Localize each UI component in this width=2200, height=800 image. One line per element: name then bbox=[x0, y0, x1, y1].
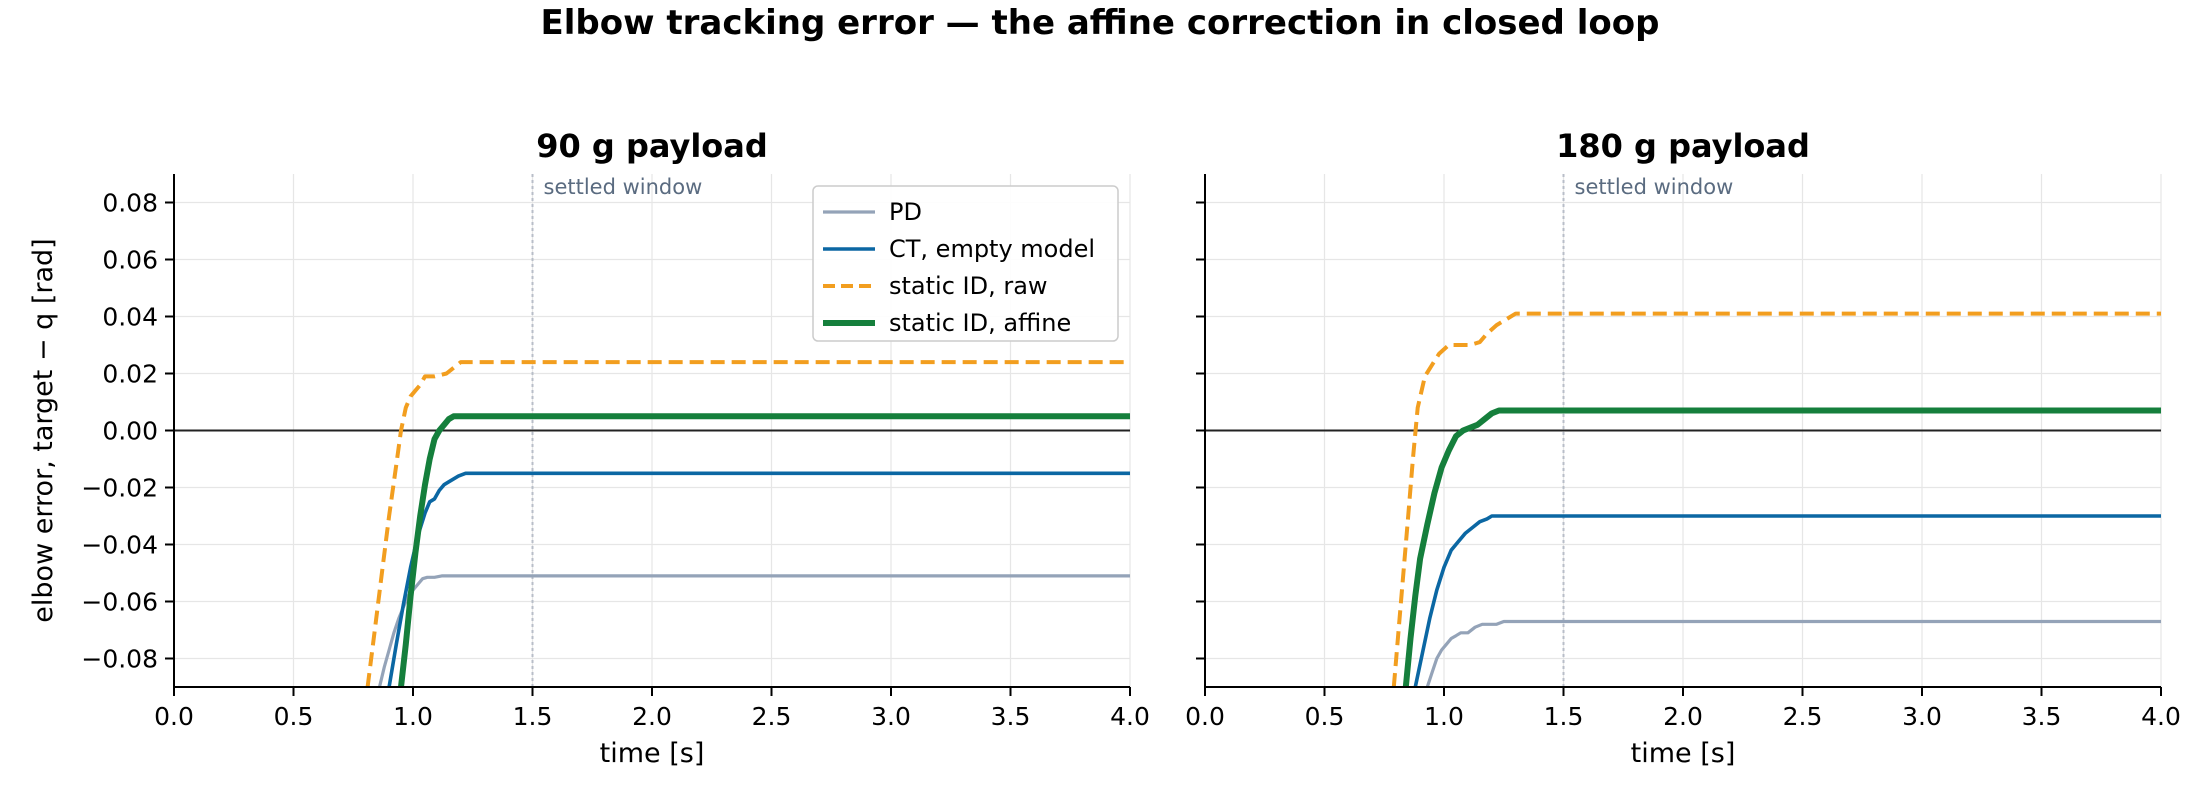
x-tick-label: 3.5 bbox=[991, 702, 1031, 731]
series-line-raw bbox=[365, 360, 1130, 687]
legend-label: CT, empty model bbox=[889, 235, 1095, 263]
x-tick-label: 0.5 bbox=[1305, 702, 1345, 731]
x-tick-label: 2.5 bbox=[1783, 702, 1823, 731]
panel-title: 90 g payload bbox=[536, 127, 768, 165]
series-line-pd bbox=[1425, 619, 2161, 687]
x-axis-label: time [s] bbox=[600, 738, 705, 769]
x-tick-label: 1.5 bbox=[513, 702, 553, 731]
x-tick-label: 4.0 bbox=[1110, 702, 1150, 731]
x-tick-label: 2.5 bbox=[752, 702, 792, 731]
legend-label: static ID, raw bbox=[889, 272, 1048, 300]
x-tick-label: 1.0 bbox=[1424, 702, 1464, 731]
x-tick-label: 3.0 bbox=[1902, 702, 1942, 731]
x-tick-label: 3.0 bbox=[871, 702, 911, 731]
series-line-ct bbox=[387, 471, 1130, 687]
y-axis-label: elbow error, target − q [rad] bbox=[28, 238, 59, 622]
x-axis-label: time [s] bbox=[1631, 738, 1736, 769]
x-tick-label: 4.0 bbox=[2141, 702, 2181, 731]
legend-label: static ID, affine bbox=[889, 309, 1071, 337]
x-tick-label: 2.0 bbox=[1663, 702, 1703, 731]
x-tick-label: 0.5 bbox=[274, 702, 314, 731]
settled-window-label: settled window bbox=[1575, 175, 1734, 199]
y-tick-label: −0.04 bbox=[81, 531, 158, 560]
figure-title: Elbow tracking error — the affine correc… bbox=[541, 3, 1660, 43]
y-tick-label: 0.04 bbox=[102, 303, 158, 332]
y-tick-label: 0.06 bbox=[102, 246, 158, 275]
x-tick-label: 0.0 bbox=[1185, 702, 1225, 731]
series-group bbox=[1391, 311, 2161, 687]
chart-panel-2: settled window 0.0 0.5 1.0 1.5 2.0 2.5 3.0 3.5 4.… bbox=[1185, 127, 2181, 769]
y-tick-label: 0.02 bbox=[102, 360, 158, 389]
series-line-ct bbox=[1413, 514, 2161, 687]
settled-window-label: settled window bbox=[544, 175, 703, 199]
x-tick-label: 0.0 bbox=[154, 702, 194, 731]
x-tick-label: 3.5 bbox=[2022, 702, 2062, 731]
series-group bbox=[365, 360, 1130, 687]
y-tick-label: 0.00 bbox=[102, 417, 158, 446]
legend-frame bbox=[812, 185, 1119, 342]
series-line-raw bbox=[1391, 311, 2161, 687]
y-tick-label: −0.02 bbox=[81, 474, 158, 503]
panel-title: 180 g payload bbox=[1556, 127, 1810, 165]
legend-label: PD bbox=[889, 198, 922, 226]
y-tick-label: −0.08 bbox=[81, 645, 158, 674]
x-tick-label: 1.5 bbox=[1544, 702, 1584, 731]
y-tick-label: 0.08 bbox=[102, 189, 158, 218]
series-line-affine bbox=[1402, 407, 2161, 687]
chart-panel-1: settled window 0.0 0.5 1.0 1.5 2.0 2.5 3.0 3.5 4.… bbox=[28, 127, 1150, 769]
legend: PD CT, empty model static ID, raw static ID… bbox=[812, 185, 1119, 342]
chart-panels: settled window 0.0 0.5 1.0 1.5 2.0 2.5 3.0 3.5 4.… bbox=[28, 127, 2181, 769]
x-tick-label: 1.0 bbox=[393, 702, 433, 731]
series-line-pd bbox=[377, 574, 1130, 687]
x-tick-label: 2.0 bbox=[632, 702, 672, 731]
series-line-affine bbox=[398, 413, 1130, 687]
y-tick-label: −0.06 bbox=[81, 588, 158, 617]
